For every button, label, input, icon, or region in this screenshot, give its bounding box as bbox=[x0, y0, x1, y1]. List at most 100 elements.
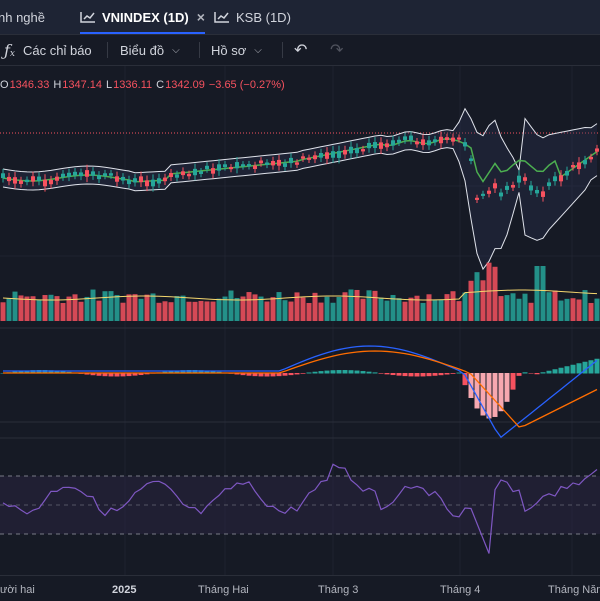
bollinger-lower bbox=[2, 147, 598, 271]
volume-bar bbox=[132, 294, 138, 321]
macd-histogram-bar bbox=[432, 373, 438, 376]
macd-histogram-bar bbox=[54, 370, 60, 374]
undo-icon[interactable]: ↶ bbox=[294, 42, 308, 59]
candle-body bbox=[373, 142, 377, 148]
volume-bar bbox=[552, 290, 558, 321]
candle-body bbox=[517, 175, 521, 183]
volume-bar bbox=[348, 289, 354, 321]
macd-histogram-bar bbox=[438, 373, 444, 376]
redo-icon[interactable]: ↷ bbox=[330, 42, 344, 59]
candle-body bbox=[463, 142, 467, 147]
macd-histogram-bar bbox=[354, 370, 360, 374]
divider bbox=[282, 42, 283, 58]
candle-body bbox=[301, 156, 305, 159]
candle-body bbox=[37, 176, 41, 182]
change-value: −3.65 (−0.27%) bbox=[208, 79, 285, 91]
candle-body bbox=[343, 149, 347, 155]
toolbar: ƒx Các chỉ báo Biểu đồ ⌵ Hồ sơ ⌵ ↶ ↷ bbox=[0, 35, 600, 66]
macd-histogram-bar bbox=[120, 373, 126, 377]
volume-bar bbox=[432, 299, 438, 321]
time-label: Tháng 3 bbox=[318, 584, 359, 596]
volume-bar bbox=[84, 296, 90, 321]
macd-histogram-bar bbox=[288, 373, 294, 376]
candle-body bbox=[19, 180, 23, 184]
volume-bar bbox=[282, 300, 288, 321]
macd-histogram-bar bbox=[456, 372, 462, 374]
volume-bar bbox=[558, 300, 564, 321]
macd-histogram-bar bbox=[264, 373, 270, 377]
time-axis[interactable]: ười hai 2025 Tháng Hai Tháng 3 Tháng 4 T… bbox=[0, 575, 600, 601]
candle-body bbox=[469, 158, 473, 161]
volume-bar bbox=[342, 292, 348, 321]
close-icon[interactable]: × bbox=[196, 9, 205, 25]
ma-line bbox=[2, 137, 598, 183]
volume-bar bbox=[144, 294, 150, 321]
volume-bar bbox=[306, 302, 312, 321]
macd-histogram-bar bbox=[144, 373, 150, 375]
macd-histogram-bar bbox=[300, 373, 306, 374]
macd-histogram-bar bbox=[30, 370, 36, 374]
volume-bar bbox=[192, 301, 198, 321]
volume-bar bbox=[534, 266, 540, 321]
volume-bar bbox=[378, 297, 384, 321]
candle-body bbox=[169, 173, 173, 177]
price-chart[interactable] bbox=[0, 66, 600, 575]
tab-ksb[interactable]: KSB (1D) bbox=[214, 0, 291, 34]
volume-bar bbox=[156, 302, 162, 321]
macd-histogram-bar bbox=[342, 370, 348, 374]
candle-body bbox=[79, 172, 83, 177]
candle-body bbox=[451, 137, 455, 142]
time-label: ười hai bbox=[0, 584, 35, 596]
macd-histogram-bar bbox=[24, 370, 30, 374]
macd-histogram-bar bbox=[378, 373, 384, 374]
macd-histogram-bar bbox=[570, 364, 576, 374]
candle-body bbox=[565, 170, 569, 176]
low-value: 1336.11 bbox=[113, 79, 153, 91]
volume-bar bbox=[426, 294, 432, 321]
open-key: O bbox=[0, 79, 9, 91]
macd-histogram-bar bbox=[138, 373, 144, 376]
volume-bar bbox=[168, 302, 174, 321]
candle-body bbox=[265, 162, 269, 165]
volume-bar bbox=[30, 296, 36, 321]
volume-bar bbox=[258, 296, 264, 321]
volume-bar bbox=[360, 298, 366, 321]
indicators-label: Các chỉ báo bbox=[23, 42, 92, 58]
profile-dropdown[interactable]: Hồ sơ ⌵ bbox=[211, 35, 262, 65]
volume-bar bbox=[60, 302, 66, 321]
candle-body bbox=[493, 183, 497, 189]
tab-vnindex[interactable]: VNINDEX (1D) × bbox=[80, 0, 205, 34]
volume-bar bbox=[336, 296, 342, 321]
macd-histogram-bar bbox=[528, 373, 534, 374]
chart-type-label: Biểu đồ bbox=[120, 42, 165, 58]
volume-bar bbox=[198, 300, 204, 321]
macd-histogram-bar bbox=[594, 358, 600, 374]
volume-bar bbox=[288, 301, 294, 321]
volume-bar bbox=[234, 297, 240, 321]
macd-histogram-bar bbox=[252, 373, 258, 377]
macd-histogram-bar bbox=[426, 373, 432, 377]
candle-body bbox=[325, 152, 329, 159]
candle-body bbox=[355, 147, 359, 154]
candle-body bbox=[49, 179, 53, 185]
volume-bar bbox=[468, 280, 474, 321]
time-label: Tháng Hai bbox=[198, 584, 249, 596]
volume-bar bbox=[66, 296, 72, 321]
candle-body bbox=[175, 174, 179, 178]
volume-bar bbox=[210, 301, 216, 321]
candle-body bbox=[307, 157, 311, 160]
tab-industry[interactable]: nh nghề bbox=[0, 0, 45, 34]
volume-bar bbox=[486, 262, 492, 321]
macd-histogram-bar bbox=[36, 370, 42, 374]
volume-bar bbox=[78, 301, 84, 321]
volume-bar bbox=[54, 296, 60, 321]
macd-histogram-bar bbox=[492, 373, 498, 417]
candle-body bbox=[91, 171, 95, 176]
volume-bar bbox=[12, 291, 18, 321]
indicators-button[interactable]: ƒx Các chỉ báo bbox=[4, 35, 92, 65]
tab-ksb-label: KSB (1D) bbox=[236, 9, 291, 25]
volume-ma bbox=[2, 289, 598, 301]
chart-type-dropdown[interactable]: Biểu đồ ⌵ bbox=[120, 35, 180, 65]
candle-body bbox=[547, 182, 551, 187]
candle-body bbox=[475, 197, 479, 200]
